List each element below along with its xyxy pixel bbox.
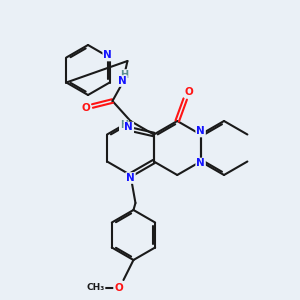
Text: O: O bbox=[114, 283, 123, 293]
Text: N: N bbox=[196, 158, 205, 169]
Text: N: N bbox=[126, 173, 135, 183]
Text: N: N bbox=[196, 127, 205, 136]
Text: O: O bbox=[81, 103, 90, 113]
Text: N: N bbox=[124, 122, 133, 133]
Text: CH₃: CH₃ bbox=[86, 284, 105, 292]
Text: H: H bbox=[120, 70, 128, 80]
Text: N: N bbox=[118, 76, 127, 86]
Text: H: H bbox=[120, 121, 128, 130]
Text: N: N bbox=[103, 50, 112, 61]
Text: O: O bbox=[185, 87, 194, 97]
